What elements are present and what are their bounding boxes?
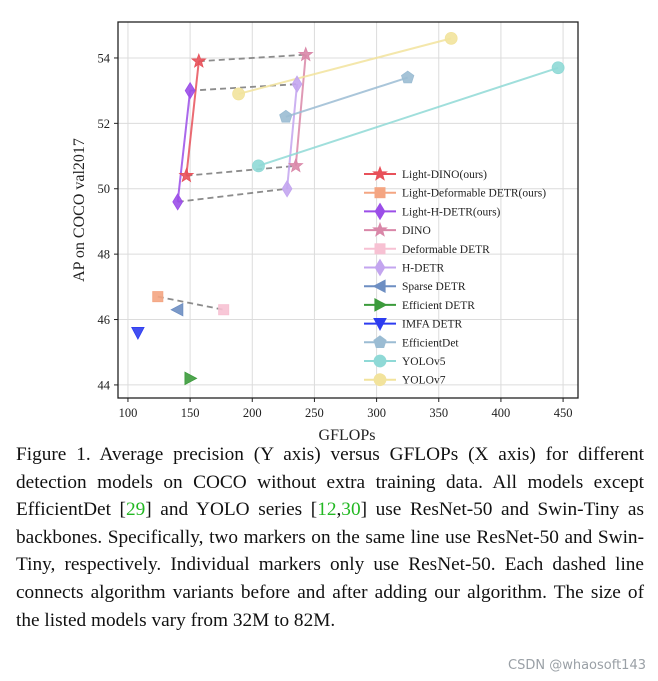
grid [118, 22, 578, 398]
x-tick-label: 450 [554, 406, 573, 420]
axes: 100 150 200 250 300 350 400 450 44 46 48 50 52 54 [98, 21, 579, 420]
point-light-dino-ours [178, 167, 195, 183]
legend-marker-dino [372, 221, 388, 237]
legend-label-efficientdet: EfficientDet [402, 337, 459, 349]
series-line-yolov5 [258, 66, 559, 167]
y-tick-label: 52 [98, 117, 111, 131]
legend-marker-yolov5 [373, 354, 387, 368]
legend-label-light-deformable-detr-ours: Light-Deformable DETR(ours) [402, 188, 546, 200]
y-tick-label: 48 [98, 248, 111, 262]
caption-text-3: ] use ResNet-50 and Swin-Tiny as backbon… [16, 499, 644, 631]
series-line-dino [294, 54, 307, 166]
caption-separator: , [336, 499, 342, 521]
series-lines [176, 37, 559, 202]
legend-marker-yolov7 [373, 373, 387, 387]
caption-text-2: ] and YOLO series [ [145, 499, 318, 521]
legend-marker-light-h-detr-ours [374, 202, 386, 221]
point-deformable-detr [218, 304, 230, 316]
legend-label-h-detr: H-DETR [402, 263, 444, 275]
dashed-link [157, 295, 224, 311]
legend-marker-light-deformable-detr-ours [374, 187, 386, 199]
series-line-light-dino-ours [185, 61, 200, 176]
point-light-h-detr-ours [172, 193, 184, 211]
legend-marker-efficient-detr [374, 298, 388, 312]
point-imfa-detr [131, 327, 145, 340]
series-line-efficientdet [285, 76, 408, 118]
point-light-h-detr-ours [184, 81, 196, 100]
dashed-link [186, 164, 296, 177]
x-tick-label: 150 [181, 406, 200, 420]
legend-marker-h-detr [374, 258, 386, 277]
caption-text-1: Figure 1. Average precision (Y axis) ver… [16, 444, 644, 521]
legend-label-sparse-detr: Sparse DETR [402, 281, 466, 293]
series-line-h-detr [286, 84, 299, 189]
point-dino [287, 157, 304, 173]
legend-label-yolov7: YOLOv7 [402, 375, 446, 387]
point-yolov5 [551, 61, 565, 75]
series-line-yolov7 [238, 37, 452, 95]
legend-marker-deformable-detr [374, 243, 386, 255]
y-tick-label: 44 [98, 378, 111, 392]
x-tick-label: 100 [119, 406, 138, 420]
point-light-dino-ours [190, 52, 207, 68]
x-axis-label: GFLOPs [319, 427, 376, 440]
point-light-deformable-detr-ours [152, 291, 164, 303]
point-yolov7 [444, 31, 458, 45]
y-tick-label: 50 [98, 182, 111, 196]
legend-label-efficient-detr: Efficient DETR [402, 300, 475, 312]
dashed-link [177, 187, 288, 203]
legend-marker-sparse-detr [372, 279, 386, 294]
point-h-detr [291, 75, 303, 93]
legend-marker-light-dino-ours [372, 165, 388, 181]
dashed-link [190, 83, 298, 92]
dashed-link [198, 53, 306, 63]
data-points [131, 31, 565, 386]
scatter-chart: 100 150 200 250 300 350 400 450 44 46 48 50 52 54 Lig… [71, 21, 579, 440]
dashed-links [157, 53, 306, 311]
x-tick-label: 400 [492, 406, 511, 420]
legend-label-deformable-detr: Deformable DETR [402, 244, 490, 256]
citation-link-30[interactable]: 30 [341, 499, 361, 521]
series-line-light-h-detr-ours [176, 90, 192, 202]
x-tick-label: 350 [429, 406, 448, 420]
x-tick-label: 200 [243, 406, 262, 420]
point-efficient-detr [184, 371, 198, 386]
point-yolov7 [232, 87, 245, 101]
point-sparse-detr [170, 302, 184, 317]
y-tick-label: 54 [98, 51, 111, 65]
x-tick-label: 250 [305, 406, 324, 420]
point-dino [297, 46, 314, 62]
x-tick-label: 300 [367, 406, 386, 420]
point-efficientdet [401, 70, 415, 84]
legend: Light-DINO(ours) Light-Deformable DETR(ou… [364, 165, 546, 387]
legend-label-yolov5: YOLOv5 [402, 356, 446, 368]
watermark: CSDN @whaosoft143 [508, 658, 646, 673]
point-h-detr [281, 179, 293, 198]
citation-link-12[interactable]: 12 [317, 499, 337, 521]
legend-label-light-dino-ours: Light-DINO(ours) [402, 169, 487, 181]
y-axis-label: AP on COCO val2017 [71, 138, 88, 282]
plot-frame [117, 21, 579, 399]
point-efficientdet [279, 109, 293, 123]
legend-label-imfa-detr: IMFA DETR [402, 319, 462, 331]
legend-marker-imfa-detr [373, 317, 387, 331]
citation-link-29[interactable]: 29 [125, 499, 146, 521]
figure-caption: Figure 1. Average precision (Y axis) ver… [16, 441, 644, 634]
legend-marker-efficientdet [373, 335, 387, 348]
y-tick-label: 46 [98, 313, 111, 327]
point-yolov5 [252, 159, 265, 173]
legend-label-dino: DINO [402, 225, 431, 237]
legend-label-light-h-detr-ours: Light-H-DETR(ours) [402, 206, 501, 218]
